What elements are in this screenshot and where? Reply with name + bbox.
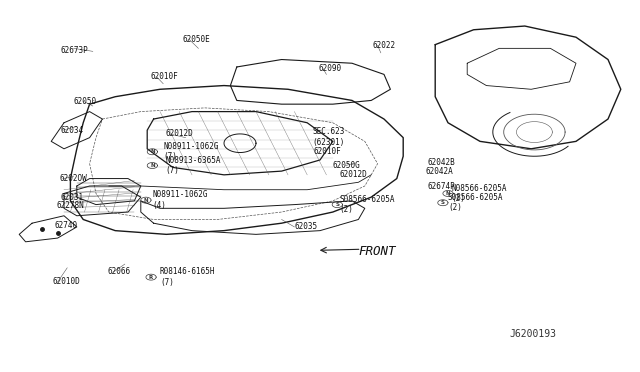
Text: N: N <box>150 163 155 168</box>
Text: 62012D: 62012D <box>165 129 193 138</box>
Text: 62740: 62740 <box>54 221 77 230</box>
Text: N: N <box>445 191 451 196</box>
Text: 62010F: 62010F <box>150 72 178 81</box>
Text: 62090: 62090 <box>319 64 342 73</box>
Text: 62050: 62050 <box>74 97 97 106</box>
Text: 62673P: 62673P <box>61 46 88 55</box>
Text: 62050G: 62050G <box>333 161 360 170</box>
Text: 62035: 62035 <box>294 222 317 231</box>
Text: 62278N: 62278N <box>56 201 84 210</box>
Text: SEC.623
(62301): SEC.623 (62301) <box>312 127 345 147</box>
Text: S08566-6205A
(2): S08566-6205A (2) <box>339 195 395 214</box>
Text: R: R <box>149 275 153 280</box>
Text: 62066: 62066 <box>108 267 131 276</box>
Text: 62674P: 62674P <box>428 182 455 190</box>
Text: 62010F: 62010F <box>314 147 341 155</box>
Text: 62042B: 62042B <box>428 158 455 167</box>
Text: S: S <box>335 202 339 207</box>
Text: 62050E: 62050E <box>182 35 210 44</box>
Text: J6200193: J6200193 <box>510 328 557 339</box>
Text: 62034: 62034 <box>61 126 84 135</box>
Text: 62012D: 62012D <box>339 170 367 179</box>
Text: N08913-6365A
(7): N08913-6365A (7) <box>165 156 221 175</box>
Text: S08566-6205A
(2): S08566-6205A (2) <box>448 193 504 212</box>
Text: 62010D: 62010D <box>52 278 80 286</box>
Text: S: S <box>441 200 445 205</box>
Text: N08911-1062G
(7): N08911-1062G (7) <box>163 142 219 161</box>
Text: R08146-6165H
(7): R08146-6165H (7) <box>160 267 216 287</box>
Text: 62022: 62022 <box>372 41 396 50</box>
Text: 62042A: 62042A <box>426 167 453 176</box>
Text: 6202OW: 6202OW <box>60 174 87 183</box>
Text: N08911-1062G
(4): N08911-1062G (4) <box>152 190 208 210</box>
Text: 62031: 62031 <box>61 193 84 202</box>
Text: FRONT: FRONT <box>358 245 396 257</box>
Text: N08566-6205A
(2): N08566-6205A (2) <box>451 184 507 203</box>
Text: N: N <box>143 198 148 203</box>
Text: N: N <box>150 149 155 154</box>
